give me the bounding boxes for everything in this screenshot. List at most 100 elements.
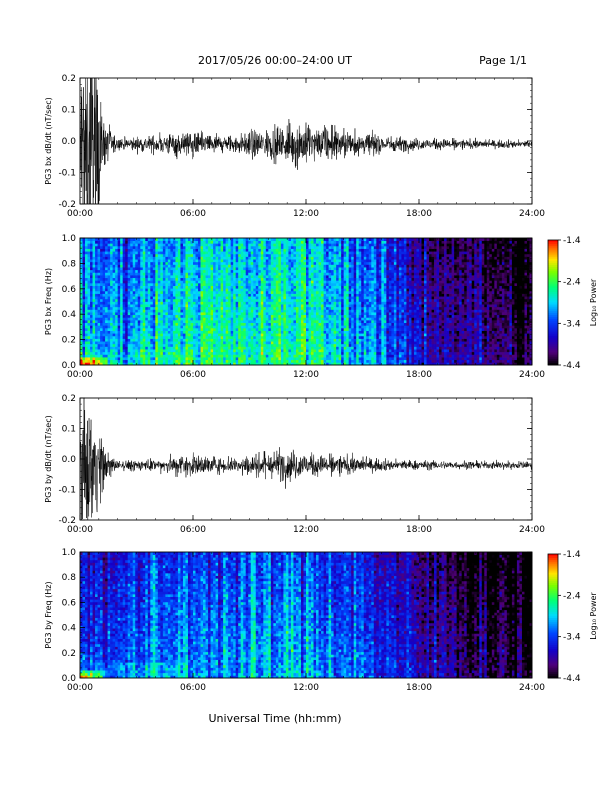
spectrogram-cell — [331, 278, 334, 281]
spectrogram-cell — [301, 349, 304, 352]
spectrogram-cell — [281, 304, 284, 307]
spectrogram-cell — [216, 354, 219, 357]
spectrogram-cell — [148, 286, 151, 289]
spectrogram-cell — [238, 270, 241, 273]
spectrogram-cell — [148, 349, 151, 352]
spectrogram-cell — [168, 272, 171, 275]
spectrogram-cell — [221, 304, 224, 307]
spectrogram-cell — [211, 304, 214, 307]
spectrogram-cell — [113, 254, 116, 257]
spectrogram-cell — [211, 312, 214, 315]
spectrogram-cell — [331, 272, 334, 275]
spectrogram-cell — [296, 323, 299, 326]
spectrogram-cell — [329, 325, 332, 328]
spectrogram-cell — [329, 259, 332, 262]
spectrogram-cell — [198, 254, 201, 257]
spectrogram-cell — [196, 352, 199, 355]
spectrogram-cell — [243, 257, 246, 260]
spectrogram-cell — [273, 254, 276, 257]
spectrogram-cell — [198, 317, 201, 320]
spectrogram-cell — [263, 251, 266, 254]
spectrogram-cell — [105, 352, 108, 355]
spectrogram-cell — [105, 331, 108, 334]
spectrogram-cell — [261, 333, 264, 336]
spectrogram-cell — [288, 270, 291, 273]
spectrogram-cell — [223, 270, 226, 273]
spectrogram-cell — [135, 278, 138, 281]
spectrogram-cell — [188, 302, 191, 305]
spectrogram-cell — [193, 243, 196, 246]
spectrogram-cell — [208, 349, 211, 352]
spectrogram-cell — [115, 344, 118, 347]
spectrogram-cell — [223, 352, 226, 355]
spectrogram-cell — [135, 264, 138, 267]
spectrogram-cell — [140, 291, 143, 294]
spectrogram-cell — [303, 246, 306, 249]
spectrogram-cell — [173, 262, 176, 265]
spectrogram-cell — [103, 254, 106, 257]
spectrogram-cell — [135, 312, 138, 315]
spectrogram-cell — [208, 320, 211, 323]
spectrogram-cell — [246, 270, 249, 273]
spectrogram-cell — [160, 315, 163, 318]
spectrogram-cell — [283, 299, 286, 302]
spectrogram-cell — [213, 302, 216, 305]
spectrogram-cell — [188, 309, 191, 312]
spectrogram-cell — [90, 283, 93, 286]
spectrogram-cell — [185, 307, 188, 310]
spectrogram-cell — [175, 320, 178, 323]
spectrogram-cell — [153, 254, 156, 257]
spectrogram-cell — [203, 346, 206, 349]
spectrogram-cell — [268, 296, 271, 299]
spectrogram-cell — [93, 341, 96, 344]
spectrogram-cell — [145, 283, 148, 286]
spectrogram-cell — [165, 304, 168, 307]
spectrogram-cell — [258, 346, 261, 349]
spectrogram-cell — [271, 270, 274, 273]
spectrogram-cell — [183, 312, 186, 315]
spectrogram-cell — [160, 331, 163, 334]
spectrogram-cell — [100, 283, 103, 286]
spectrogram-cell — [105, 317, 108, 320]
spectrogram-cell — [271, 275, 274, 278]
spectrogram-cell — [123, 296, 126, 299]
spectrogram-cell — [329, 275, 332, 278]
spectrogram-cell — [190, 302, 193, 305]
spectrogram-cell — [329, 272, 332, 275]
spectrogram-cell — [90, 346, 93, 349]
spectrogram-cell — [163, 357, 166, 360]
spectrogram-cell — [115, 309, 118, 312]
spectrogram-cell — [271, 320, 274, 323]
spectrogram-cell — [196, 302, 199, 305]
spectrogram-cell — [85, 257, 88, 260]
spectrogram-cell — [233, 323, 236, 326]
spectrogram-cell — [218, 307, 221, 310]
spectrogram-cell — [175, 280, 178, 283]
spectrogram-cell — [228, 339, 231, 342]
spectrogram-cell — [201, 354, 204, 357]
spectrogram-cell — [113, 325, 116, 328]
spectrogram-cell — [311, 262, 314, 265]
spectrogram-cell — [243, 283, 246, 286]
spectrogram-cell — [281, 267, 284, 270]
spectrogram-cell — [243, 278, 246, 281]
spectrogram-cell — [90, 312, 93, 315]
spectrogram-cell — [233, 278, 236, 281]
spectrogram-cell — [135, 243, 138, 246]
spectrogram-cell — [329, 304, 332, 307]
spectrogram-cell — [226, 294, 229, 297]
spectrogram-cell — [193, 272, 196, 275]
spectrogram-cell — [298, 275, 301, 278]
spectrogram-cell — [228, 312, 231, 315]
spectrogram-cell — [306, 344, 309, 347]
spectrogram-cell — [243, 315, 246, 318]
spectrogram-cell — [324, 288, 327, 291]
spectrogram-cell — [286, 323, 289, 326]
spectrogram-cell — [150, 267, 153, 270]
spectrogram-cell — [271, 339, 274, 342]
spectrogram-cell — [238, 272, 241, 275]
spectrogram-cell — [123, 320, 126, 323]
spectrogram-cell — [331, 243, 334, 246]
spectrogram-cell — [206, 278, 209, 281]
spectrogram-cell — [314, 267, 317, 270]
